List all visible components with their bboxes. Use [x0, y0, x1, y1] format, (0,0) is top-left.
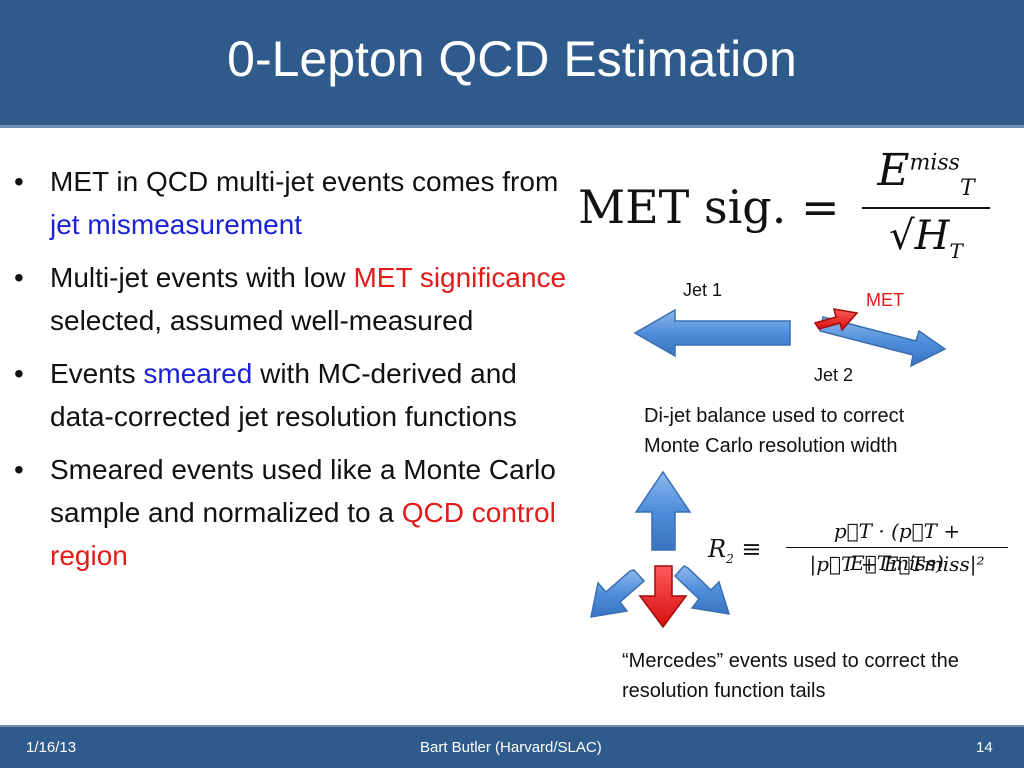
lower-left-arrow-icon: [590, 569, 646, 618]
subscript-2: 2: [726, 551, 734, 566]
bullet-item: • Multi-jet events with low MET signific…: [14, 256, 574, 342]
bullet-item: • Smeared events used like a Monte Carlo…: [14, 448, 574, 577]
equiv-icon: ≡: [741, 535, 762, 563]
dijet-caption: Di-jet balance used to correct Monte Car…: [644, 405, 905, 457]
subscript-t: T: [959, 175, 975, 201]
lower-right-arrow-icon: [673, 565, 731, 615]
formula-numerator: EmissT: [860, 145, 992, 207]
r2-fraction: p⃗T · (p⃗T + E⃗Tmiss) |p⃗T + E⃗Tmiss|²: [784, 515, 1010, 580]
footer-author: Bart Butler (Harvard/SLAC): [420, 739, 602, 756]
bullet-dot-icon: •: [14, 454, 24, 485]
r2-lhs: R2 ≡: [708, 535, 761, 566]
bullet-item: • Events smeared with MC-derived and dat…: [14, 352, 574, 438]
symbol-r: R: [708, 535, 727, 563]
bullet-text: selected, assumed well-measured: [50, 305, 474, 336]
bullet-dot-icon: •: [14, 166, 24, 197]
title-bar: 0-Lepton QCD Estimation: [0, 0, 1024, 128]
r2-numerator: p⃗T · (p⃗T + E⃗Tmiss): [833, 519, 961, 575]
footer-page-number: 14: [976, 739, 993, 756]
r2-denominator: |p⃗T + E⃗Tmiss|²: [809, 552, 985, 576]
jet2-arrow-icon: [819, 316, 947, 368]
sqrt-icon: √: [889, 213, 915, 259]
bullet-text: Multi-jet events with low: [50, 262, 354, 293]
footer-date: 1/16/13: [26, 739, 77, 756]
bullet-text: MET in QCD multi-jet events comes from: [50, 166, 559, 197]
symbol-e: E: [877, 145, 910, 196]
bullet-dot-icon: •: [14, 358, 24, 389]
r2-formula: R2 ≡ p⃗T · (p⃗T + E⃗Tmiss) |p⃗T + E⃗Tmis…: [708, 515, 1008, 605]
bullet-dot-icon: •: [14, 262, 24, 293]
bullet-text: with MC-derived and data-corrected jet r…: [50, 358, 517, 432]
highlight-jet-mismeasurement: jet mismeasurement: [50, 209, 303, 240]
mercedes-caption: “Mercedes” events used to correct the re…: [622, 650, 959, 702]
fraction-bar: [862, 207, 990, 209]
bullet-text: Events: [50, 358, 144, 389]
fraction-bar: [786, 547, 1008, 548]
jet1-arrow-icon: [633, 308, 791, 358]
jet2-label: Jet 2: [814, 365, 854, 385]
symbol-h: H: [914, 213, 950, 259]
met-label: MET: [866, 290, 904, 310]
bullet-text: Smeared events used like a Monte Carlo s…: [50, 454, 556, 528]
bullet-item: • MET in QCD multi-jet events comes from…: [14, 160, 574, 246]
formula-lhs: MET sig. =: [578, 180, 840, 234]
superscript-miss: miss: [909, 150, 960, 176]
highlight-met-significance: MET significance: [353, 262, 567, 293]
up-arrow-icon: [634, 470, 692, 551]
slide-title: 0-Lepton QCD Estimation: [227, 31, 797, 87]
highlight-smeared: smeared: [143, 358, 253, 389]
footer: 1/16/13 Bart Butler (Harvard/SLAC) 14: [0, 725, 1024, 768]
formula-denominator: √HT: [860, 209, 992, 263]
met-significance-formula: MET sig. = EmissT √HT: [578, 145, 998, 275]
highlight-qcd-control-region: QCD control region: [50, 497, 556, 571]
bullet-list: • MET in QCD multi-jet events comes from…: [14, 160, 574, 587]
formula-fraction: EmissT √HT: [860, 145, 992, 263]
subscript-t: T: [949, 239, 963, 263]
down-arrow-red-icon: [638, 565, 688, 629]
jet1-label: Jet 1: [683, 280, 723, 300]
met-arrow-icon: [813, 308, 859, 332]
